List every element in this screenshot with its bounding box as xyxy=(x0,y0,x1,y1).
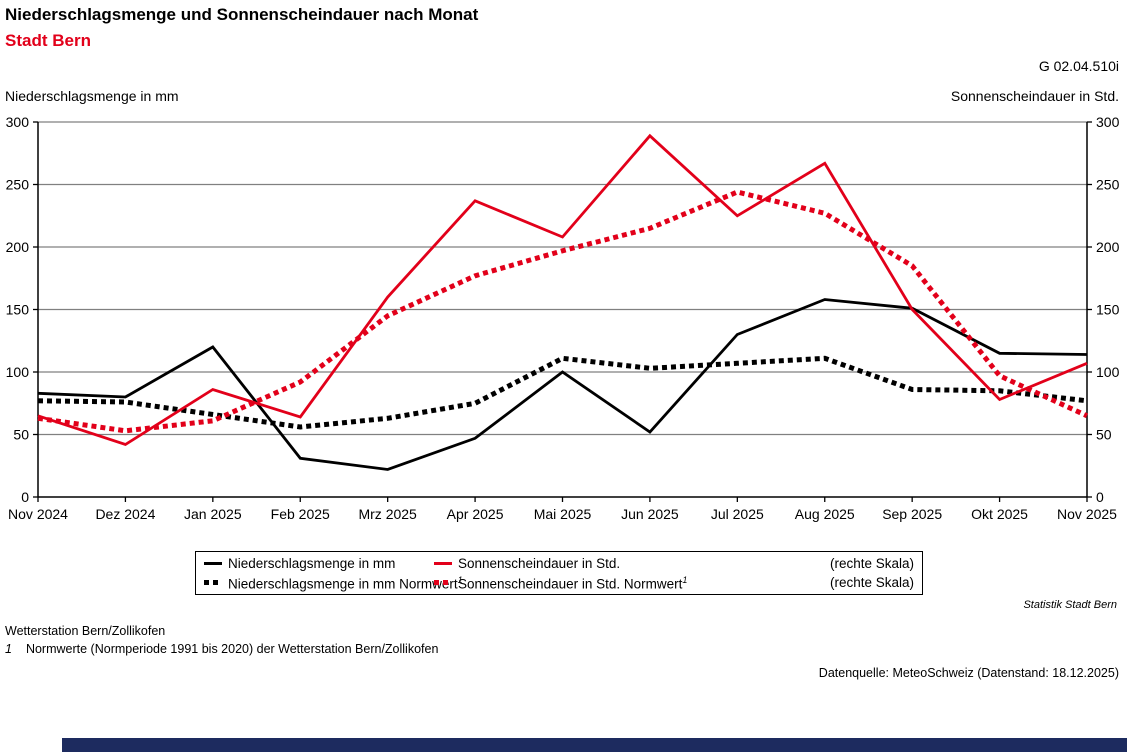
y-tick-label-left: 100 xyxy=(6,364,30,380)
footnote-marker: 1 xyxy=(5,642,12,656)
line-chart: 0 0 50 50 100 100 150 150 200 200 250 250 300 300 Nov … xyxy=(6,114,1120,522)
footnote: 1 Normwerte (Normperiode 1991 bis 2020) d… xyxy=(5,642,439,656)
x-tick-label: Jun 2025 xyxy=(621,506,679,522)
x-tick-label: Jul 2025 xyxy=(711,506,764,522)
legend-row: Niederschlagsmenge in mm Normwert1 Sonne… xyxy=(196,573,922,592)
station-note: Wetterstation Bern/Zollikofen xyxy=(5,624,166,638)
legend-row: Niederschlagsmenge in mm Sonnenscheindau… xyxy=(196,554,922,573)
attribution: Statistik Stadt Bern xyxy=(1023,599,1117,611)
y-tick-label-left: 0 xyxy=(21,489,29,505)
legend-swatch-precip-solid-icon xyxy=(204,562,222,565)
legend-label-precip-norm: Niederschlagsmenge in mm Normwert1 xyxy=(228,575,463,592)
legend-swatch-sun-solid-icon xyxy=(434,562,452,565)
x-tick-label: Nov 2024 xyxy=(8,506,68,522)
x-tick-label: Aug 2025 xyxy=(795,506,855,522)
left-axis-label: Niederschlagsmenge in mm xyxy=(5,88,179,104)
chart-subtitle: Stadt Bern xyxy=(5,31,91,50)
y-tick-label-left: 200 xyxy=(6,239,30,255)
x-tick-label: Apr 2025 xyxy=(447,506,504,522)
y-tick-label-right: 250 xyxy=(1096,177,1120,193)
right-axis-label: Sonnenscheindauer in Std. xyxy=(950,88,1119,104)
series-line-precip-norm xyxy=(37,355,1088,430)
x-tick-label: Dez 2024 xyxy=(95,506,155,522)
footnote-marker: 1 xyxy=(682,575,688,585)
y-tick-label-right: 100 xyxy=(1096,364,1120,380)
footer-bar xyxy=(62,738,1127,752)
y-tick-label-left: 250 xyxy=(6,177,30,193)
y-tick-label-left: 50 xyxy=(13,427,29,443)
legend-note-right-scale: (rechte Skala) xyxy=(829,575,914,590)
y-tick-label-left: 150 xyxy=(6,302,30,318)
legend-swatch-sun-norm-dotted-icon xyxy=(434,580,448,585)
x-tick-label: Jan 2025 xyxy=(184,506,242,522)
y-tick-label-right: 200 xyxy=(1096,239,1120,255)
legend-note-right-scale: (rechte Skala) xyxy=(829,556,914,571)
series-line-precip xyxy=(37,298,1088,471)
footnote-marker: 1 xyxy=(457,575,463,585)
x-tick-label: Feb 2025 xyxy=(271,506,330,522)
chart-title: Niederschlagsmenge und Sonnenscheindauer… xyxy=(5,5,479,24)
legend-label-sun: Sonnenscheindauer in Std. xyxy=(458,556,621,571)
y-tick-label-right: 0 xyxy=(1096,489,1104,505)
x-tick-label: Mai 2025 xyxy=(534,506,592,522)
legend-swatch-precip-norm-dotted-icon xyxy=(204,580,218,585)
x-tick-label: Sep 2025 xyxy=(882,506,942,522)
series-line-sun-norm xyxy=(37,189,1089,434)
chart-code: G 02.04.510i xyxy=(1038,58,1119,74)
series-line-sun xyxy=(37,133,1088,447)
legend: Niederschlagsmenge in mm Sonnenscheindau… xyxy=(195,551,923,595)
data-source: Datenquelle: MeteoSchweiz (Datenstand: 1… xyxy=(818,666,1119,680)
y-tick-label-right: 300 xyxy=(1096,114,1120,130)
y-tick-label-left: 300 xyxy=(6,114,30,130)
x-tick-label: Mrz 2025 xyxy=(358,506,417,522)
y-tick-label-right: 150 xyxy=(1096,302,1120,318)
y-tick-label-right: 50 xyxy=(1096,427,1112,443)
x-tick-label: Nov 2025 xyxy=(1057,506,1117,522)
legend-label-precip: Niederschlagsmenge in mm xyxy=(228,556,396,571)
x-tick-label: Okt 2025 xyxy=(971,506,1028,522)
legend-label-sun-norm: Sonnenscheindauer in Std. Normwert1 xyxy=(458,575,688,592)
